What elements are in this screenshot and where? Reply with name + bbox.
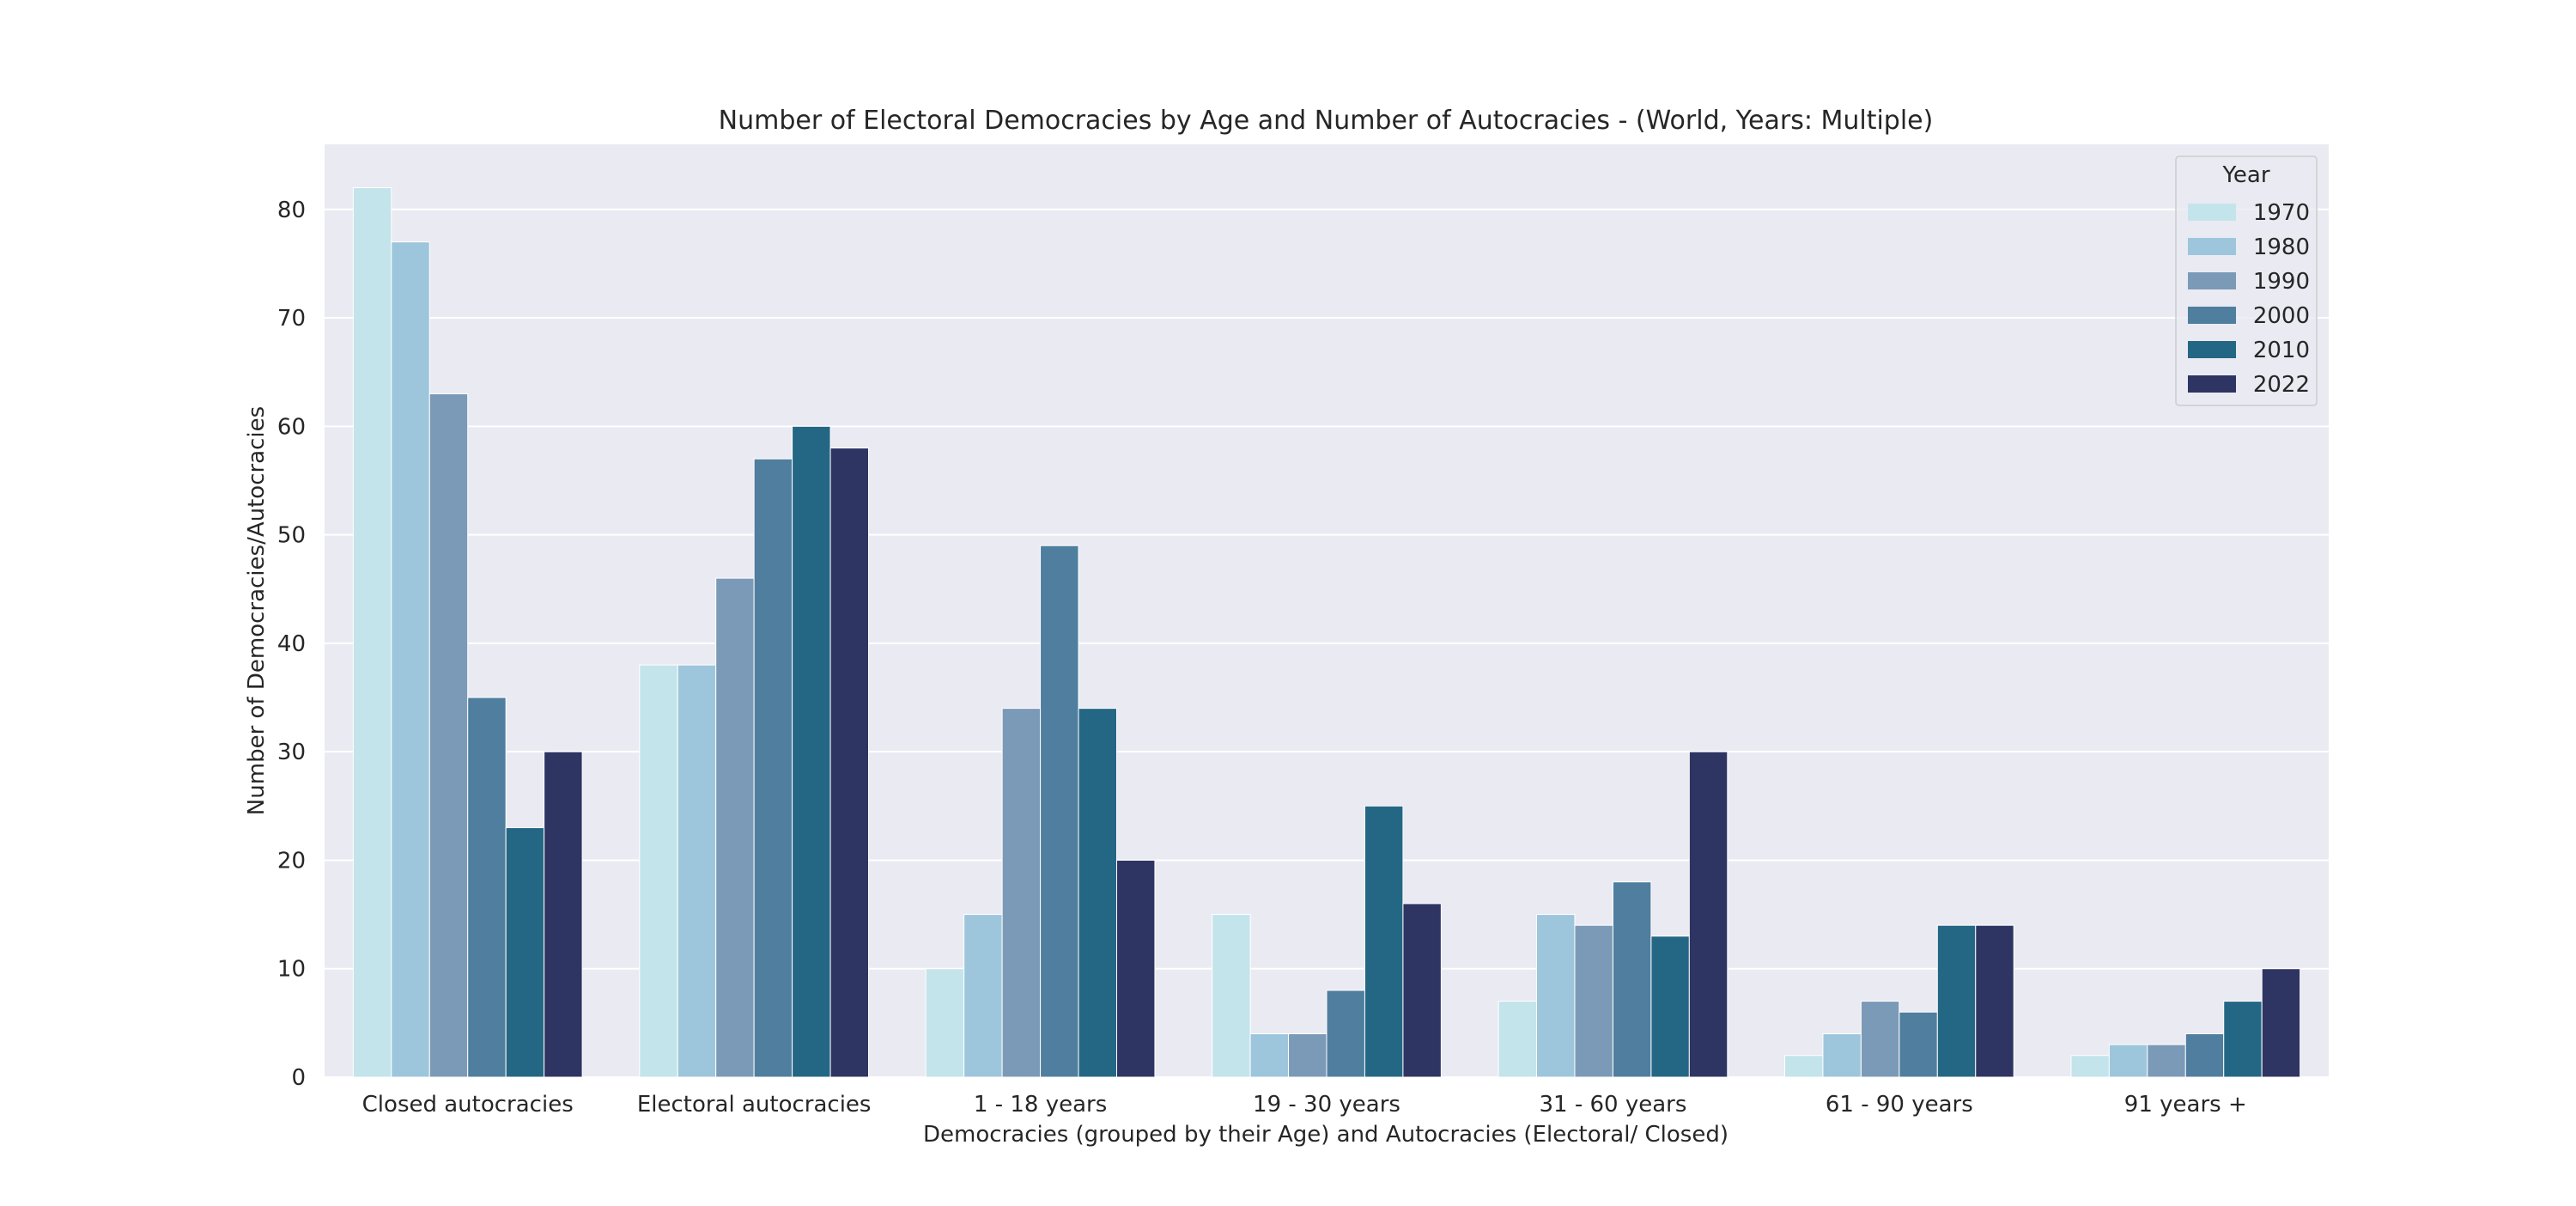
- bar: [677, 664, 717, 1078]
- y-tick-label: 40: [277, 631, 306, 657]
- bar: [428, 393, 469, 1078]
- x-tick-label: 19 - 30 years: [1253, 1092, 1400, 1118]
- x-axis-label: Democracies (grouped by their Age) and A…: [923, 1122, 1728, 1148]
- x-tick-label: Closed autocracies: [362, 1092, 574, 1118]
- bar: [1364, 805, 1404, 1078]
- bar: [1574, 924, 1613, 1078]
- legend-title: Year: [2221, 162, 2269, 188]
- legend-swatch: [2188, 375, 2236, 393]
- bar: [2108, 1044, 2148, 1078]
- bar: [1078, 708, 1117, 1078]
- y-tick-label: 20: [277, 848, 306, 874]
- bar: [1498, 1001, 1538, 1078]
- bar: [1650, 935, 1690, 1078]
- bar: [391, 241, 430, 1078]
- x-tick-label: 31 - 60 years: [1539, 1092, 1686, 1118]
- bar: [1860, 1001, 1900, 1078]
- legend-items: 1970 1980 1990 2000 2010 2022: [2188, 200, 2310, 398]
- bar: [352, 187, 392, 1078]
- legend-label: 2022: [2253, 372, 2310, 398]
- y-tick-label: 80: [277, 198, 306, 223]
- chart-title: Number of Electoral Democracies by Age a…: [719, 106, 1934, 136]
- x-tick-label: 91 years +: [2124, 1092, 2247, 1118]
- bar: [1822, 1032, 1862, 1078]
- bar: [1326, 990, 1365, 1078]
- legend: Year 1970 1980 1990 2000 2010 2022: [2175, 155, 2318, 406]
- bar: [829, 448, 870, 1078]
- y-tick-label: 30: [277, 740, 306, 765]
- y-tick-label: 60: [277, 414, 306, 440]
- bar: [2184, 1032, 2225, 1078]
- bars: [352, 187, 2301, 1078]
- bar: [1001, 708, 1042, 1078]
- legend-label: 1970: [2253, 200, 2310, 226]
- bar: [792, 425, 831, 1078]
- x-tick-labels: Closed autocracies Electoral autocracies 1…: [362, 1092, 2247, 1118]
- bar: [963, 914, 1003, 1078]
- bar: [2147, 1044, 2186, 1078]
- legend-swatch: [2188, 307, 2236, 324]
- y-tick-label: 10: [277, 957, 306, 983]
- bar: [715, 577, 755, 1078]
- bar: [1115, 859, 1156, 1078]
- bar: [1936, 924, 1977, 1078]
- bar: [467, 697, 507, 1078]
- bar: [544, 751, 583, 1078]
- bar: [2261, 968, 2301, 1078]
- bar: [1975, 924, 2014, 1078]
- legend-label: 2000: [2253, 303, 2310, 329]
- bar: [1249, 1032, 1290, 1078]
- bar: [505, 827, 545, 1078]
- bar: [925, 968, 965, 1078]
- bar: [639, 664, 678, 1078]
- bar: [2070, 1055, 2110, 1078]
- bar: [1899, 1011, 1938, 1078]
- bar: [1783, 1055, 1824, 1078]
- bar: [1288, 1032, 1327, 1078]
- x-tick-label: Electoral autocracies: [637, 1092, 872, 1118]
- y-tick-label: 0: [291, 1065, 306, 1091]
- bar: [1040, 545, 1079, 1078]
- x-tick-label: 61 - 90 years: [1826, 1092, 1973, 1118]
- x-tick-label: 1 - 18 years: [974, 1092, 1107, 1118]
- bar: [1688, 751, 1728, 1078]
- bar: [1536, 914, 1576, 1078]
- y-tick-label: 70: [277, 306, 306, 332]
- bar: [753, 458, 793, 1078]
- bar: [1212, 914, 1251, 1078]
- legend-swatch: [2188, 238, 2236, 255]
- y-tick-labels: 0 10 20 30 40 50 60 70 80: [277, 198, 306, 1091]
- legend-swatch: [2188, 341, 2236, 358]
- y-tick-label: 50: [277, 523, 306, 549]
- legend-swatch: [2188, 272, 2236, 289]
- legend-label: 1990: [2253, 269, 2310, 295]
- plot-area: [325, 144, 2329, 1077]
- bar: [1612, 881, 1652, 1078]
- legend-label: 1980: [2253, 234, 2310, 260]
- bar: [2223, 1001, 2263, 1078]
- bar: [1402, 903, 1442, 1078]
- legend-label: 2010: [2253, 338, 2310, 363]
- legend-swatch: [2188, 204, 2236, 221]
- y-axis-label: Number of Democracies/Autocracies: [244, 406, 270, 815]
